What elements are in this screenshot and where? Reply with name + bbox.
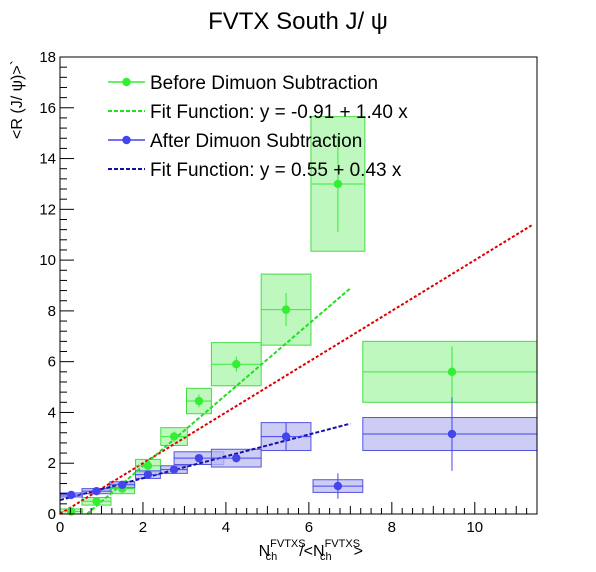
data-point-series0-7 [281,305,291,314]
data-point-series0-3 [143,461,153,470]
data-point-series0-9 [447,367,457,377]
y-tick-label: 8 [48,303,56,320]
x-tick-label: 2 [139,519,147,536]
y-tick-label: 12 [39,201,56,218]
data-point-series1-4 [169,465,179,474]
x-axis-title-middle: /<N [299,543,324,560]
y-tick-label: 14 [39,151,56,168]
y-tick-label: 0 [48,506,56,523]
fit-line-1 [59,422,351,502]
y-tick-label: 16 [39,100,56,117]
chart-title: FVTX South J/ ψ [208,8,388,35]
y-tick-label: 10 [39,252,56,269]
legend: Before Dimuon Subtraction Fit Function: y… [108,73,408,181]
y-tick-label: 2 [48,455,56,472]
data-point-series1-9 [447,429,457,439]
x-tick-label: 4 [222,519,230,536]
data-point-series0-4 [169,432,179,441]
x-tick-label: 8 [388,519,396,536]
x-axis-title: NFVTXS ch/<NFVTXS ch > [259,538,363,563]
legend-label-1: Fit Function: y = -0.91 + 1.40 x [150,102,408,123]
x-axis-title-end: > [354,543,363,560]
y-tick-label: 18 [39,49,56,66]
fit-line-0 [86,287,351,515]
data-point-series1-1 [92,486,101,496]
x-tick-label: 10 [466,519,483,536]
data-point-series1-8 [333,481,343,491]
x-tick-label: 0 [56,519,64,536]
x-axis-title-sup2: FVTXS [325,538,360,550]
data-point-series1-0 [66,490,76,500]
data-points [60,135,537,516]
y-axis-title: <R (J/ ψ)>` [9,60,26,139]
data-point-series0-1 [92,497,101,506]
legend-marker-2 [122,135,131,145]
axes: 0 2 4 6 8 10 0 2 4 6 8 10 12 14 16 18 [39,49,538,536]
legend-marker-0 [122,77,131,87]
x-axis-title-sup: FVTXS [270,538,305,550]
data-point-series1-3 [143,470,153,479]
legend-label-0: Before Dimuon Subtraction [150,73,378,94]
legend-label-2: After Dimuon Subtraction [150,131,362,152]
y-tick-label: 6 [48,354,56,371]
x-axis-title-main: N [259,543,271,560]
legend-label-3: Fit Function: y = 0.55 + 0.43 x [150,160,402,181]
data-point-series0-5 [194,396,204,406]
x-tick-label: 6 [305,519,313,536]
data-point-series1-7 [281,432,291,441]
data-point-series0-8 [333,179,343,189]
data-point-series0-6 [232,360,241,369]
data-point-series1-6 [232,453,241,463]
x-axis-title-sub2: ch [320,551,332,563]
y-tick-label: 4 [48,404,56,421]
x-axis-title-sub: ch [266,551,278,563]
data-point-series1-2 [118,480,127,490]
data-point-series1-5 [194,453,204,463]
